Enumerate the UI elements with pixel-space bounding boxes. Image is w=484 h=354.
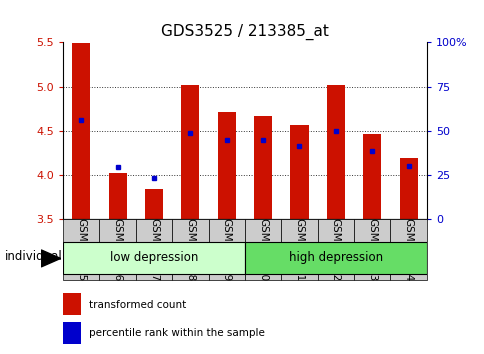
FancyBboxPatch shape (390, 219, 426, 280)
FancyBboxPatch shape (63, 219, 99, 280)
Bar (363, 134, 380, 219)
Bar (145, 188, 163, 219)
Bar (63, 322, 80, 344)
Text: GSM230887: GSM230887 (149, 218, 159, 281)
Bar (326, 85, 344, 219)
Text: GSM230889: GSM230889 (221, 218, 231, 281)
Bar (108, 172, 126, 219)
Text: low depression: low depression (109, 251, 198, 264)
Text: transformed count: transformed count (88, 299, 185, 310)
Bar (72, 44, 90, 219)
Text: individual: individual (5, 250, 62, 263)
FancyBboxPatch shape (208, 219, 244, 280)
Text: GSM230891: GSM230891 (294, 218, 304, 281)
Text: GSM230885: GSM230885 (76, 218, 86, 281)
Text: GSM230886: GSM230886 (112, 218, 122, 281)
Bar (254, 116, 272, 219)
FancyBboxPatch shape (63, 242, 244, 274)
Text: GSM230888: GSM230888 (185, 218, 195, 281)
Bar (181, 85, 199, 219)
Text: GSM230893: GSM230893 (366, 218, 377, 281)
Text: GSM230894: GSM230894 (403, 218, 413, 281)
FancyBboxPatch shape (172, 219, 208, 280)
Text: GSM230890: GSM230890 (257, 218, 268, 281)
Text: percentile rank within the sample: percentile rank within the sample (88, 328, 264, 338)
Bar (290, 125, 308, 219)
FancyBboxPatch shape (244, 219, 281, 280)
FancyBboxPatch shape (99, 219, 136, 280)
Text: GSM230892: GSM230892 (330, 218, 340, 281)
FancyBboxPatch shape (244, 242, 426, 274)
FancyBboxPatch shape (136, 219, 172, 280)
Bar (217, 112, 235, 219)
Title: GDS3525 / 213385_at: GDS3525 / 213385_at (161, 23, 328, 40)
Bar (399, 158, 417, 219)
Text: high depression: high depression (288, 251, 382, 264)
FancyBboxPatch shape (281, 219, 317, 280)
Bar (63, 293, 80, 315)
Polygon shape (41, 250, 60, 267)
FancyBboxPatch shape (317, 219, 353, 280)
FancyBboxPatch shape (353, 219, 390, 280)
